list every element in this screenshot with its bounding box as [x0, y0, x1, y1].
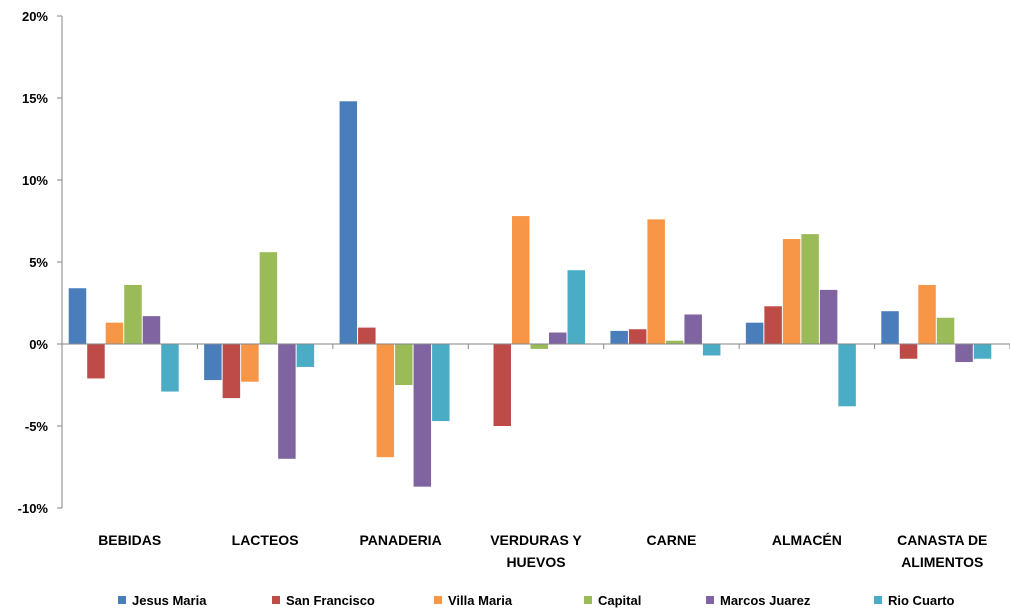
bar: [124, 284, 142, 344]
bar: [973, 344, 992, 359]
bar: [68, 288, 87, 344]
y-tick-label: 0%: [29, 337, 48, 352]
legend-swatch: [706, 596, 714, 604]
bar: [530, 344, 548, 349]
bar: [819, 289, 838, 344]
legend-label: Villa Maria: [448, 593, 513, 608]
legend-item: Marcos Juarez: [706, 593, 811, 608]
category-label: ALMACÉN: [772, 532, 842, 548]
bar: [512, 216, 530, 344]
legend-swatch: [584, 596, 592, 604]
legend-item: Capital: [584, 593, 641, 608]
bar: [241, 344, 259, 382]
legend-swatch: [118, 596, 126, 604]
legend-swatch: [272, 596, 280, 604]
legend-swatch: [434, 596, 442, 604]
bar: [105, 322, 124, 344]
y-tick-label: 10%: [22, 173, 48, 188]
legend-label: Rio Cuarto: [888, 593, 955, 608]
bar: [376, 344, 395, 458]
bar: [684, 314, 702, 344]
bar: [745, 322, 764, 344]
bar: [204, 344, 222, 381]
bar: [610, 330, 628, 344]
category-label: CARNE: [647, 532, 697, 548]
bar: [259, 252, 278, 344]
bar: [955, 344, 973, 363]
bar: [881, 311, 899, 344]
y-tick-label: 20%: [22, 9, 48, 24]
category-labels: BEBIDAS LACTEOS PANADERIA VERDURAS Y HUEVOS C…: [98, 532, 987, 570]
legend-label: Capital: [598, 593, 641, 608]
bar: [395, 344, 413, 385]
bars: [68, 101, 992, 487]
bar: [549, 332, 567, 344]
category-label: CANASTA DE: [897, 532, 987, 548]
bar: [339, 101, 358, 344]
bar: [142, 316, 161, 344]
legend-swatch: [874, 596, 882, 604]
bar: [161, 344, 179, 392]
bar: [838, 344, 856, 407]
category-label: PANADERIA: [359, 532, 441, 548]
legend: Jesus Maria San Francisco Villa Maria Capit…: [118, 593, 955, 608]
bar: [782, 239, 801, 344]
bar: [936, 317, 955, 344]
bar: [702, 344, 721, 356]
legend-label: Jesus Maria: [132, 593, 207, 608]
category-label: HUEVOS: [506, 554, 565, 570]
bar: [899, 344, 918, 359]
y-tick-label: -5%: [25, 419, 49, 434]
bar: [358, 327, 376, 344]
bar: [296, 344, 315, 367]
y-tick-label: -10%: [18, 501, 49, 516]
legend-item: Rio Cuarto: [874, 593, 955, 608]
x-axis: [61, 343, 1010, 349]
y-tick-label: 15%: [22, 91, 48, 106]
y-tick-label: 5%: [29, 255, 48, 270]
bar: [222, 344, 241, 399]
bar: [432, 344, 450, 422]
category-label: LACTEOS: [232, 532, 299, 548]
legend-item: Jesus Maria: [118, 593, 207, 608]
bar: [918, 284, 936, 344]
legend-label: San Francisco: [286, 593, 375, 608]
legend-label: Marcos Juarez: [720, 593, 811, 608]
bar: [764, 306, 782, 344]
category-label: BEBIDAS: [98, 532, 161, 548]
bar: [87, 344, 105, 379]
bar: [801, 234, 819, 344]
legend-item: San Francisco: [272, 593, 375, 608]
bar: [665, 340, 684, 344]
y-axis: 20% 15% 10% 5% 0% -5% -10%: [18, 9, 63, 516]
bar: [413, 344, 432, 487]
bar: [278, 344, 296, 459]
bar: [567, 270, 585, 344]
category-label: VERDURAS Y: [490, 532, 582, 548]
category-label: ALIMENTOS: [901, 554, 983, 570]
bar: [647, 219, 665, 344]
legend-item: Villa Maria: [434, 593, 513, 608]
bar: [628, 329, 647, 344]
bar: [493, 344, 511, 426]
